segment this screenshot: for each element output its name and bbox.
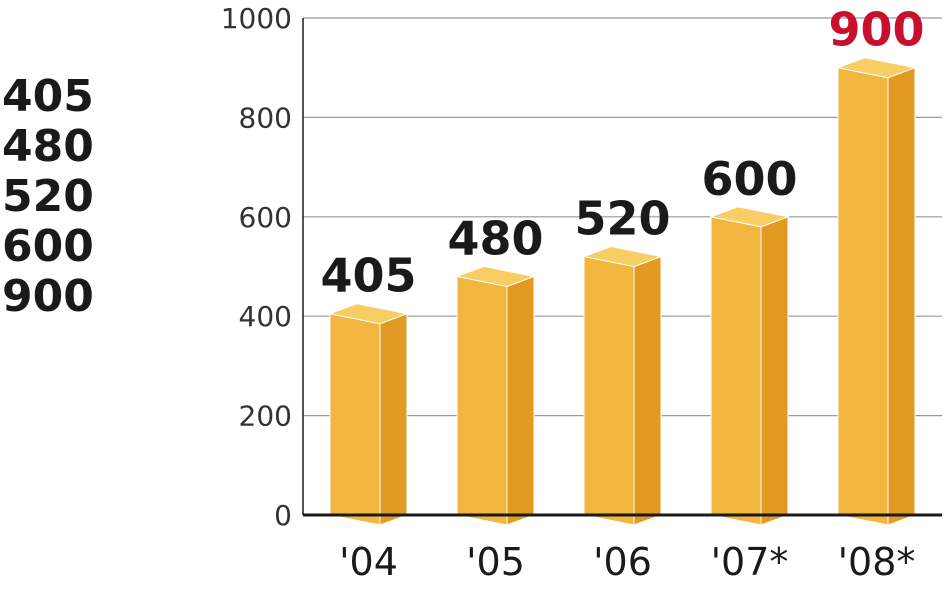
side-value: 480 (2, 121, 94, 172)
bar-side (506, 275, 535, 526)
y-tick-label: 800 (239, 101, 292, 134)
bar-value-label: 900 (828, 3, 924, 57)
bar-value-label: 480 (447, 211, 543, 265)
bar-value-label: 405 (320, 249, 416, 303)
bar-top (709, 206, 790, 228)
side-value: 405 (2, 71, 94, 122)
labels-layer: 405 '04 480 '05 520 '06 600 '07* 900 '08* (320, 3, 924, 584)
bar-value-label: 600 (701, 152, 797, 206)
bar (709, 206, 790, 526)
x-tick-label: '05 (466, 540, 525, 584)
bar-side (887, 66, 916, 526)
bar-top (328, 303, 409, 325)
side-value: 520 (2, 171, 94, 222)
side-value: 900 (2, 271, 94, 322)
y-tick-label: 0 (274, 499, 292, 532)
bar-top (836, 57, 917, 79)
x-tick-label: '06 (593, 540, 652, 584)
bar-side (379, 312, 408, 526)
bar-side (760, 216, 789, 526)
x-tick-label: '07* (711, 540, 789, 584)
bar (836, 57, 917, 526)
x-tick-label: '04 (339, 540, 398, 584)
bar-front (329, 313, 381, 526)
x-tick-label: '08* (838, 540, 916, 584)
bars-layer (328, 57, 917, 526)
bar (328, 303, 409, 526)
bar-value-label: 520 (574, 192, 670, 246)
bar-front (456, 275, 508, 526)
side-value-list: 405 480 520 600 900 (2, 72, 94, 322)
y-tick-label: 400 (239, 300, 292, 333)
y-tick-label: 200 (239, 400, 292, 433)
bar-top (455, 265, 536, 287)
bar-front (710, 216, 762, 526)
bar-side (633, 255, 662, 526)
bar-top (582, 246, 663, 268)
side-value: 600 (2, 221, 94, 272)
axis-layer: 0 200 400 600 800 1000 (221, 2, 942, 532)
y-tick-label: 600 (239, 201, 292, 234)
bar (582, 246, 663, 526)
bar (455, 265, 536, 526)
y-tick-label: 1000 (221, 2, 292, 35)
bar-front (583, 255, 635, 526)
bar-front (837, 67, 889, 526)
